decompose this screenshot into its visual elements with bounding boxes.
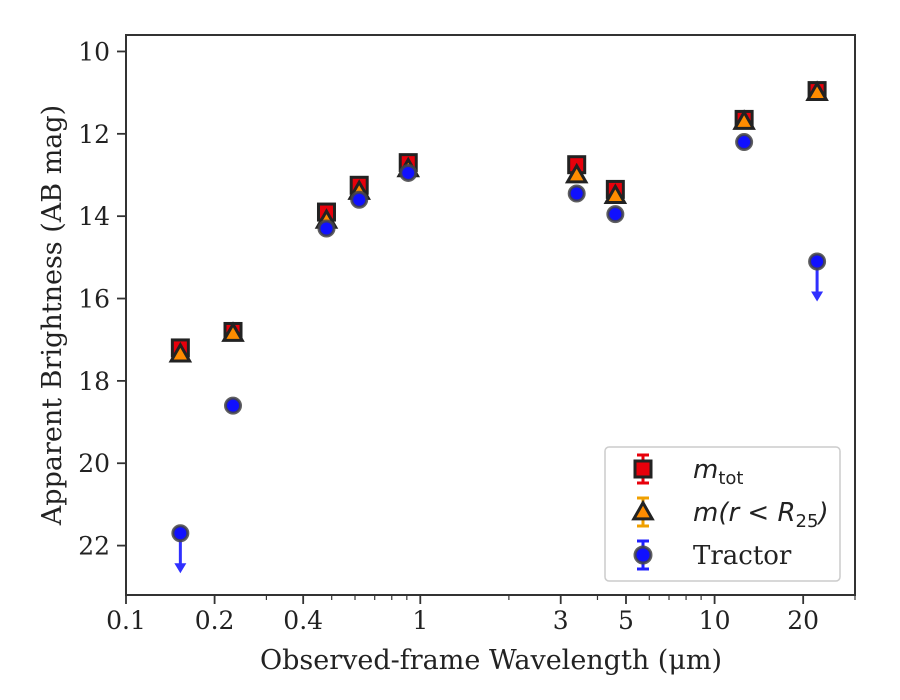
x-tick-label: 1 [412, 606, 428, 635]
x-axis-label: Observed-frame Wavelength (μm) [260, 645, 722, 676]
x-tick-label: 10 [699, 606, 731, 635]
data-point-circle [224, 396, 243, 415]
y-tick-label: 16 [78, 285, 110, 314]
legend-label: m(r < R25) [693, 498, 829, 532]
data-point-circle [735, 133, 754, 152]
x-tick-label: 5 [618, 606, 634, 635]
y-tick-label: 12 [78, 120, 110, 149]
data-point-triangle [603, 183, 628, 204]
legend-box [604, 446, 841, 582]
y-tick-label: 20 [78, 449, 110, 478]
data-point-circle [171, 524, 190, 543]
legend-marker-circle [633, 545, 653, 565]
plot-frame [125, 34, 856, 596]
x-tick-label: 0.1 [106, 606, 146, 635]
data-point-circle [606, 205, 625, 224]
upper-limit-arrow-head [174, 563, 187, 574]
data-point-circle [350, 190, 369, 209]
y-tick-label: 22 [78, 532, 110, 561]
x-tick-label: 20 [787, 606, 819, 635]
data-point-circle [567, 184, 586, 203]
y-tick-label: 14 [78, 202, 110, 231]
data-point-circle [399, 163, 418, 182]
data-point-triangle [221, 321, 245, 342]
x-tick-label: 0.2 [195, 606, 235, 635]
data-point-circle [317, 219, 336, 238]
data-point-triangle [805, 80, 829, 102]
legend-label: Tractor [693, 541, 792, 571]
data-point-triangle [168, 341, 193, 363]
x-tick-label: 3 [553, 606, 569, 635]
y-tick-label: 18 [78, 367, 110, 396]
upper-limit-arrow-head [811, 291, 824, 302]
y-tick-label: 10 [78, 37, 110, 66]
legend-marker-triangle [631, 499, 655, 521]
legend-label: mtot [693, 455, 743, 489]
data-point-triangle [732, 109, 756, 130]
data-point-triangle [564, 162, 589, 184]
x-tick-label: 0.4 [283, 606, 323, 635]
plot-area: 0.1 0.2 0.4 1 3 5 10 20 10 12 14 16 18 20 22 mtot m(r < … [78, 34, 856, 635]
legend-marker-square [633, 459, 653, 479]
data-point-circle [808, 252, 827, 271]
y-axis-label: Apparent Brightness (AB mag) [37, 105, 68, 526]
